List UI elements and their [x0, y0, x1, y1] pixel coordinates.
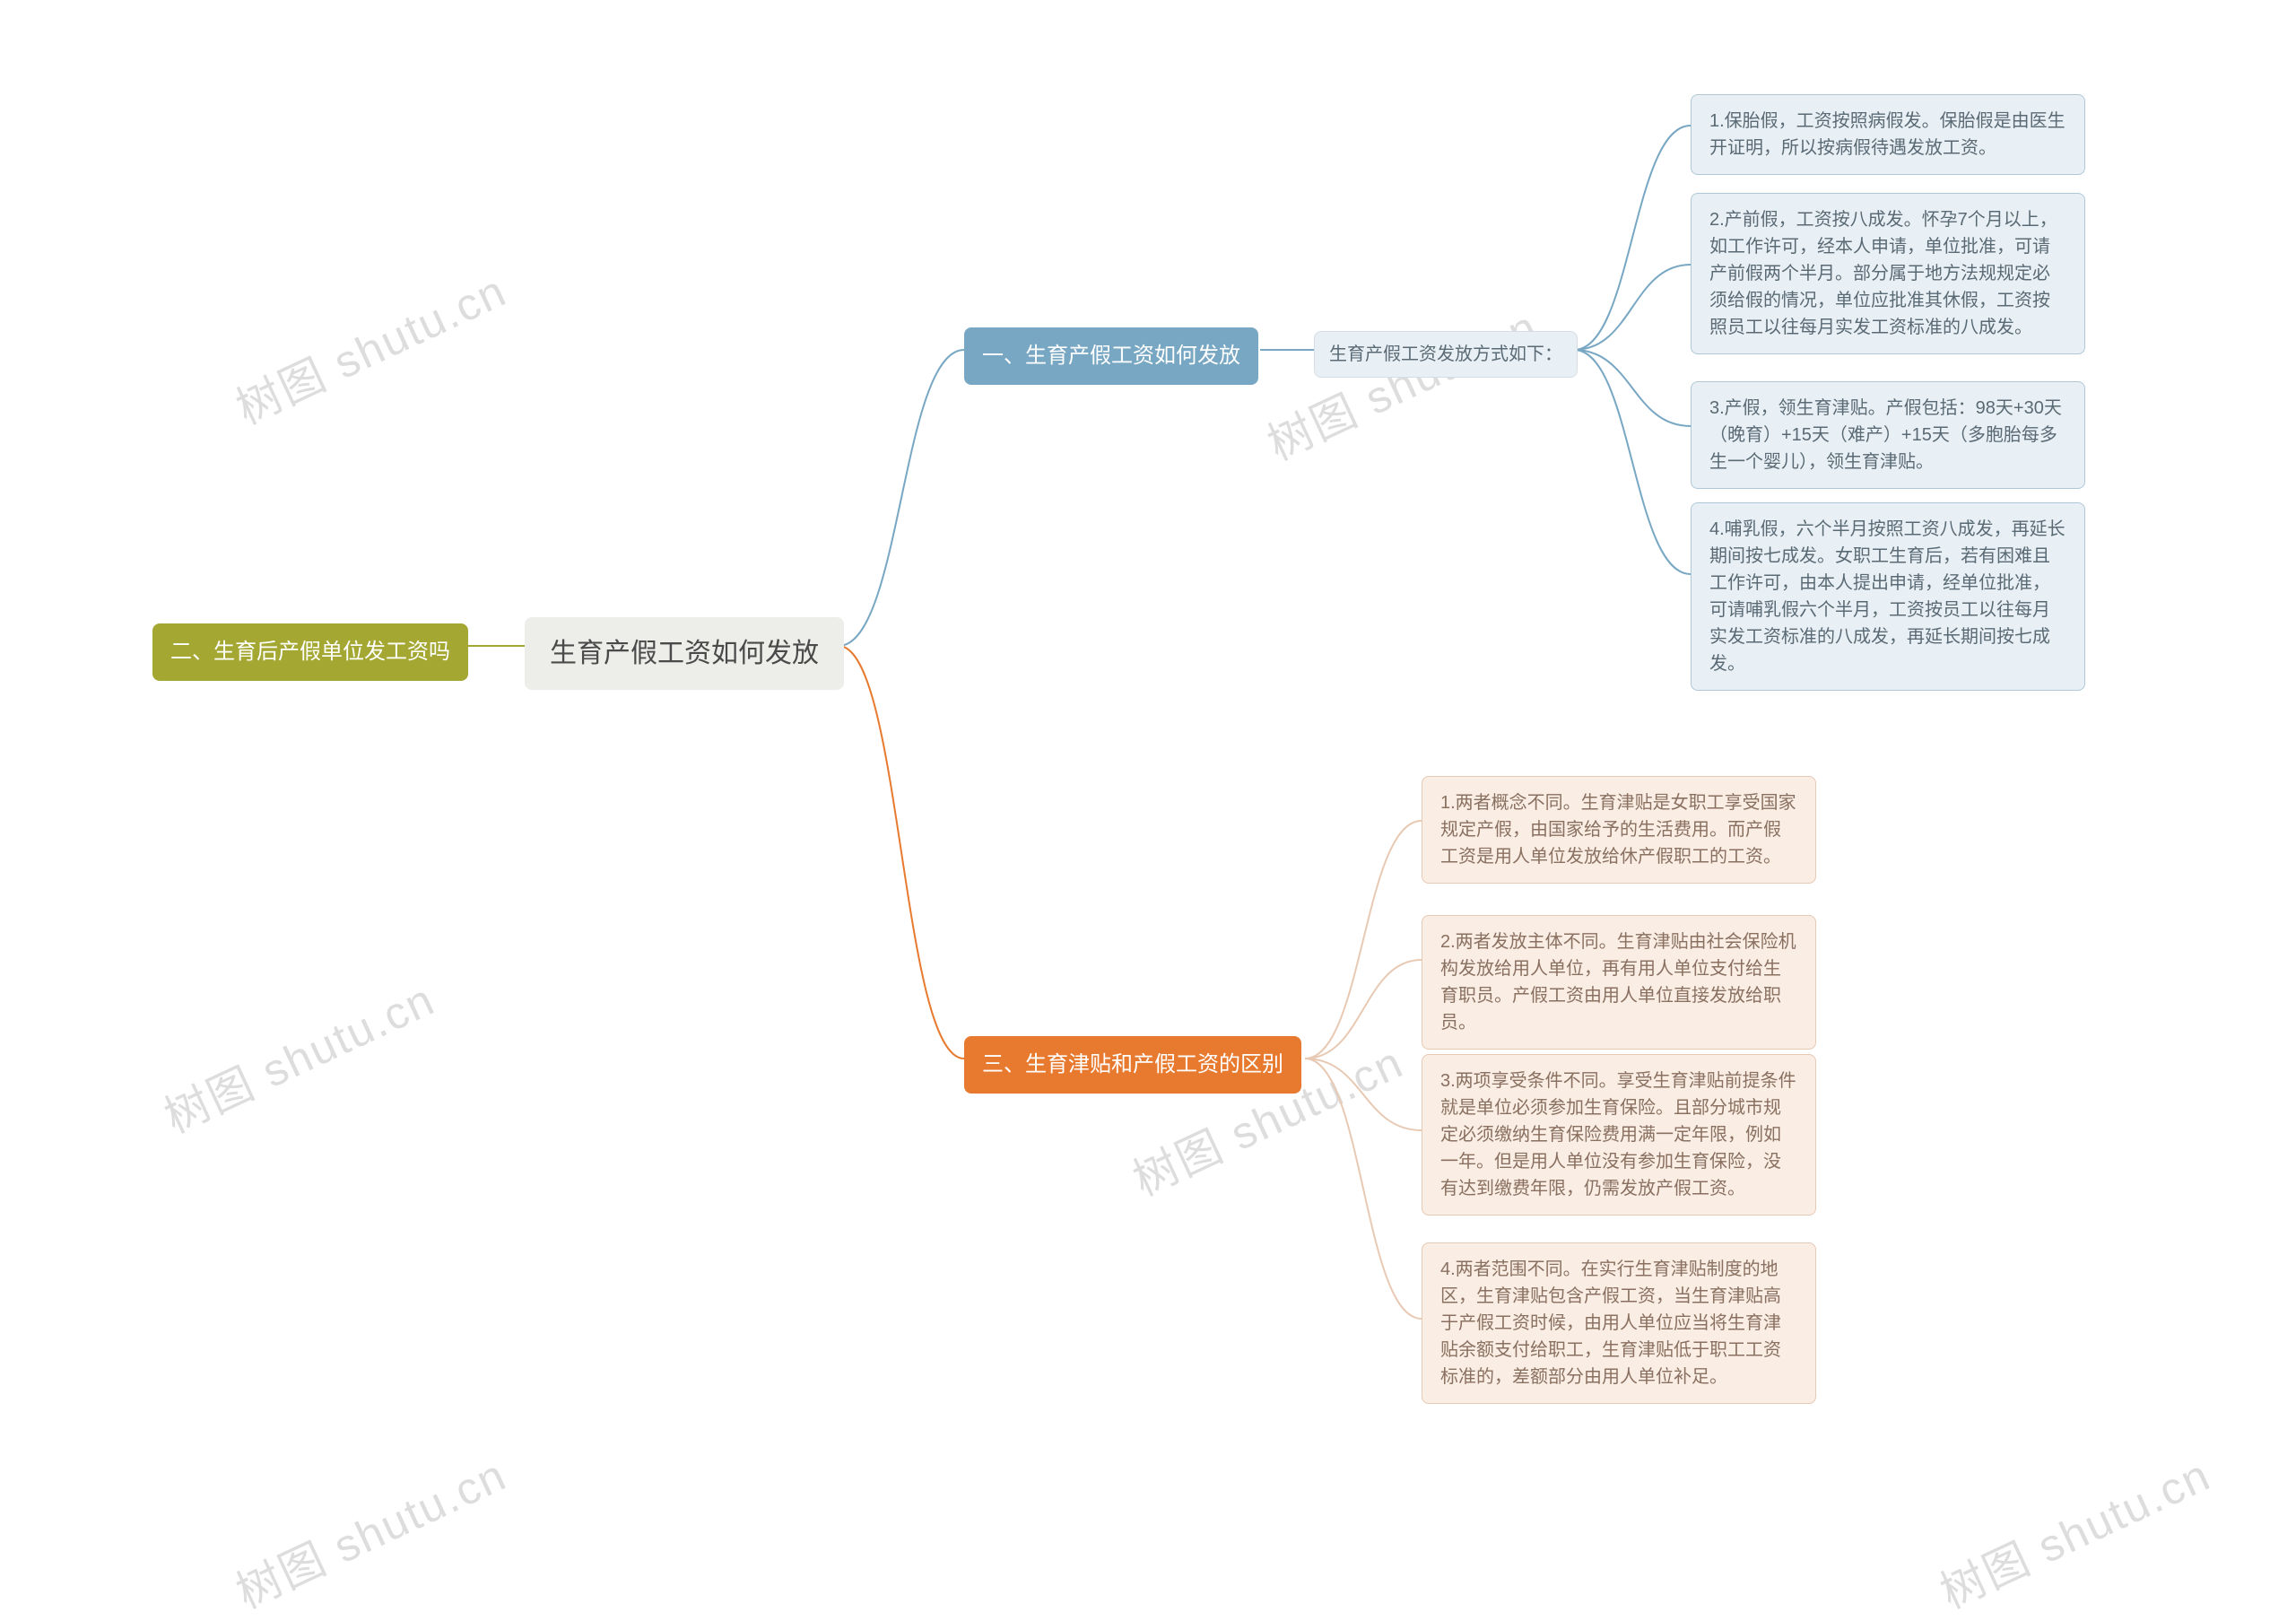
branch-3-leaf-2: 2.两者发放主体不同。生育津贴由社会保险机构发放给用人单位，再有用人单位支付给生…: [1422, 915, 1816, 1050]
leaf-text: 2.两者发放主体不同。生育津贴由社会保险机构发放给用人单位，再有用人单位支付给生…: [1440, 932, 1796, 1033]
branch-1-leaf-4: 4.哺乳假，六个半月按照工资八成发，再延长期间按七成发。女职工生育后，若有困难且…: [1691, 502, 2085, 691]
leaf-text: 4.两者范围不同。在实行生育津贴制度的地区，生育津贴包含产假工资，当生育津贴高于…: [1440, 1259, 1781, 1387]
root-label: 生育产假工资如何发放: [550, 639, 819, 668]
leaf-text: 1.保胎假，工资按照病假发。保胎假是由医生开证明，所以按病假待遇发放工资。: [1709, 111, 2066, 158]
branch-1-leaf-2: 2.产前假，工资按八成发。怀孕7个月以上，如工作许可，经本人申请，单位批准，可请…: [1691, 193, 2085, 354]
leaf-text: 3.产假，领生育津贴。产假包括：98天+30天（晚育）+15天（难产）+15天（…: [1709, 398, 2062, 472]
branch-1-sub-node: 生育产假工资发放方式如下：: [1314, 331, 1578, 378]
branch-2-label: 二、生育后产假单位发工资吗: [170, 640, 450, 664]
leaf-text: 4.哺乳假，六个半月按照工资八成发，再延长期间按七成发。女职工生育后，若有困难且…: [1709, 519, 2066, 674]
branch-1-node: 一、生育产假工资如何发放: [964, 327, 1258, 385]
leaf-text: 1.两者概念不同。生育津贴是女职工享受国家规定产假，由国家给予的生活费用。而产假…: [1440, 793, 1796, 867]
branch-3-leaf-4: 4.两者范围不同。在实行生育津贴制度的地区，生育津贴包含产假工资，当生育津贴高于…: [1422, 1242, 1816, 1404]
leaf-text: 2.产前假，工资按八成发。怀孕7个月以上，如工作许可，经本人申请，单位批准，可请…: [1709, 210, 2057, 337]
branch-3-node: 三、生育津贴和产假工资的区别: [964, 1036, 1301, 1094]
branch-1-leaf-3: 3.产假，领生育津贴。产假包括：98天+30天（晚育）+15天（难产）+15天（…: [1691, 381, 2085, 489]
branch-1-leaf-1: 1.保胎假，工资按照病假发。保胎假是由医生开证明，所以按病假待遇发放工资。: [1691, 94, 2085, 175]
root-node: 生育产假工资如何发放: [525, 617, 844, 690]
branch-1-label: 一、生育产假工资如何发放: [982, 344, 1240, 368]
branch-3-leaf-1: 1.两者概念不同。生育津贴是女职工享受国家规定产假，由国家给予的生活费用。而产假…: [1422, 776, 1816, 884]
leaf-text: 3.两项享受条件不同。享受生育津贴前提条件就是单位必须参加生育保险。且部分城市规…: [1440, 1071, 1796, 1198]
branch-2-node: 二、生育后产假单位发工资吗: [152, 623, 468, 681]
branch-3-label: 三、生育津贴和产假工资的区别: [982, 1052, 1283, 1076]
branch-3-leaf-3: 3.两项享受条件不同。享受生育津贴前提条件就是单位必须参加生育保险。且部分城市规…: [1422, 1054, 1816, 1216]
branch-1-sub-label: 生育产假工资发放方式如下：: [1329, 344, 1562, 364]
